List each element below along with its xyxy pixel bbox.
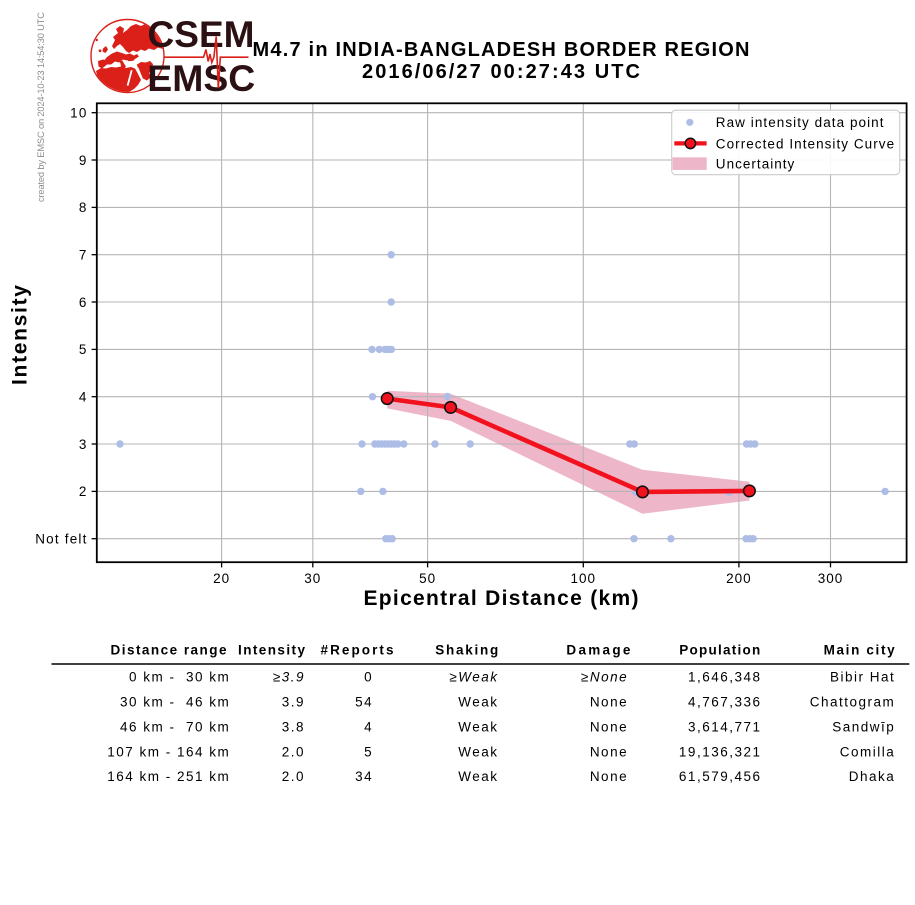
svg-text:Not felt: Not felt — [35, 532, 87, 547]
svg-text:Main city: Main city — [824, 642, 895, 657]
svg-text:Intensity: Intensity — [238, 642, 305, 657]
svg-text:164 km - 251 km: 164 km - 251 km — [107, 769, 230, 784]
svg-text:4,767,336: 4,767,336 — [688, 695, 762, 710]
svg-text:Sandwīp: Sandwīp — [832, 719, 895, 734]
svg-text:54: 54 — [355, 695, 373, 710]
svg-text:Shaking: Shaking — [435, 642, 498, 657]
svg-text:20: 20 — [213, 571, 230, 586]
svg-text:2: 2 — [79, 484, 88, 499]
svg-text:5: 5 — [364, 744, 373, 759]
svg-text:Uncertainty: Uncertainty — [716, 156, 795, 171]
svg-text:CSEM: CSEM — [148, 13, 255, 55]
svg-text:≥Weak: ≥Weak — [449, 670, 498, 685]
svg-text:3,614,771: 3,614,771 — [688, 719, 762, 734]
svg-text:Corrected Intensity Curve: Corrected Intensity Curve — [716, 136, 894, 151]
svg-text:107 km - 164 km: 107 km - 164 km — [107, 744, 230, 759]
svg-text:≥None: ≥None — [581, 670, 628, 685]
svg-text:30 km - 46 km: 30 km - 46 km — [120, 695, 230, 710]
svg-text:Comilla: Comilla — [840, 744, 896, 759]
svg-text:EMSC: EMSC — [147, 57, 255, 99]
svg-text:2016/06/27 00:27:43 UTC: 2016/06/27 00:27:43 UTC — [362, 61, 640, 83]
svg-text:#Reports: #Reports — [321, 642, 394, 657]
svg-text:Weak: Weak — [458, 769, 498, 784]
svg-text:34: 34 — [355, 769, 373, 784]
svg-text:None: None — [590, 744, 628, 759]
svg-text:19,136,321: 19,136,321 — [679, 744, 762, 759]
svg-text:None: None — [590, 769, 628, 784]
svg-text:10: 10 — [70, 106, 87, 121]
svg-text:3.8: 3.8 — [282, 719, 305, 734]
svg-text:9: 9 — [79, 153, 88, 168]
svg-text:Weak: Weak — [458, 719, 498, 734]
svg-text:50: 50 — [419, 571, 436, 586]
svg-text:Weak: Weak — [458, 695, 498, 710]
svg-text:2.0: 2.0 — [282, 744, 305, 759]
svg-text:0 km - 30 km: 0 km - 30 km — [129, 670, 230, 685]
svg-text:Weak: Weak — [458, 744, 498, 759]
svg-text:61,579,456: 61,579,456 — [679, 769, 762, 784]
svg-text:Dhaka: Dhaka — [849, 769, 896, 784]
svg-text:30: 30 — [304, 571, 321, 586]
svg-text:≥3.9: ≥3.9 — [273, 670, 305, 685]
svg-text:Damage: Damage — [566, 642, 630, 657]
svg-text:Chattogram: Chattogram — [810, 695, 896, 710]
svg-text:4: 4 — [79, 390, 88, 405]
svg-text:200: 200 — [726, 571, 752, 586]
svg-text:3.9: 3.9 — [282, 695, 305, 710]
svg-text:Raw intensity data point: Raw intensity data point — [716, 115, 884, 130]
svg-text:Bibir Hat: Bibir Hat — [830, 670, 895, 685]
svg-text:300: 300 — [818, 571, 844, 586]
svg-text:Distance range: Distance range — [111, 642, 227, 657]
svg-text:Population: Population — [679, 642, 760, 657]
svg-text:5: 5 — [79, 342, 88, 357]
svg-text:7: 7 — [79, 248, 88, 263]
svg-text:0: 0 — [364, 670, 373, 685]
svg-text:46 km - 70 km: 46 km - 70 km — [120, 719, 230, 734]
svg-text:M4.7 in INDIA-BANGLADESH BORDE: M4.7 in INDIA-BANGLADESH BORDER REGION — [253, 39, 750, 61]
svg-text:None: None — [590, 695, 628, 710]
svg-text:100: 100 — [571, 571, 597, 586]
svg-text:2.0: 2.0 — [282, 769, 305, 784]
svg-text:created by EMSC on 2024-10-23: created by EMSC on 2024-10-23 14:54:30 U… — [36, 12, 46, 202]
svg-text:Epicentral Distance (km): Epicentral Distance (km) — [364, 587, 639, 610]
svg-text:3: 3 — [79, 437, 88, 452]
svg-text:Intensity: Intensity — [9, 285, 32, 385]
svg-text:1,646,348: 1,646,348 — [688, 670, 762, 685]
svg-text:4: 4 — [364, 719, 373, 734]
svg-text:None: None — [590, 719, 628, 734]
svg-text:8: 8 — [79, 200, 88, 215]
svg-text:6: 6 — [79, 295, 88, 310]
